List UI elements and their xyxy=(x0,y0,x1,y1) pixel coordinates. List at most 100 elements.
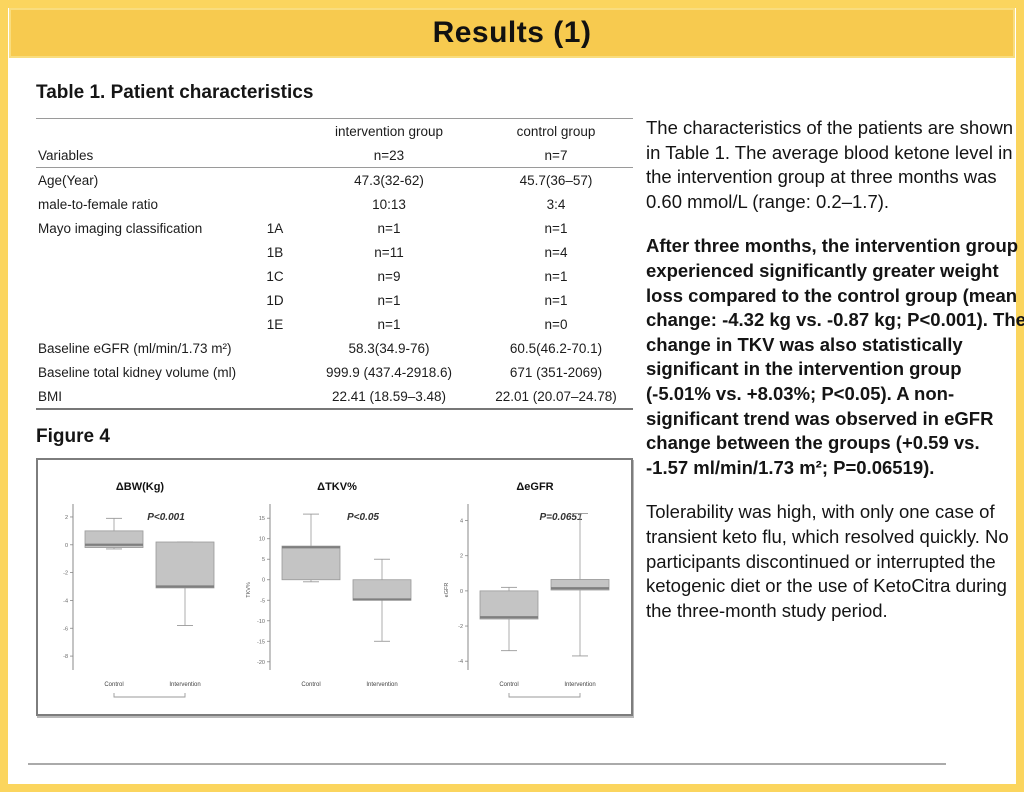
row-label xyxy=(36,240,251,264)
svg-text:-10: -10 xyxy=(258,619,266,625)
cell-value: n=9 xyxy=(377,268,401,284)
cell-sub: 1E xyxy=(266,316,284,332)
svg-text:Intervention: Intervention xyxy=(169,682,200,688)
svg-text:10: 10 xyxy=(259,537,265,543)
svg-text:Control: Control xyxy=(104,682,123,688)
svg-text:P=0.0651: P=0.0651 xyxy=(540,512,584,523)
cell-sub: 1C xyxy=(266,268,284,284)
results-paragraph-characteristics: The characteristics of the patients are … xyxy=(646,117,1014,212)
figure-caption: Figure 4 xyxy=(36,426,110,447)
svg-text:ΔTKV%: ΔTKV% xyxy=(318,481,358,493)
results-paragraph-outcomes: After three months, the intervention gro… xyxy=(646,235,1024,478)
svg-text:0: 0 xyxy=(460,589,463,595)
page-title: Results (1) xyxy=(432,16,592,49)
table-row: 1B n=11 n=4 xyxy=(36,240,633,264)
cell-value: n=4 xyxy=(544,244,568,260)
cell-empty xyxy=(251,118,299,143)
boxplot-3: ΔeGFR P=0.0651 4 2 0 -2 -4 eGFR Control Intervent… xyxy=(444,481,610,698)
results-text-column: The characteristics of the patients are … xyxy=(646,116,1024,643)
svg-text:-15: -15 xyxy=(258,639,266,645)
cell-value: 10:13 xyxy=(372,196,406,212)
table-row: intervention group control group xyxy=(36,118,633,143)
cell-value: 60.5(46.2-70.1) xyxy=(509,340,603,356)
svg-text:Control: Control xyxy=(302,682,321,688)
svg-text:0: 0 xyxy=(262,578,265,584)
row-label: BMI xyxy=(36,384,251,410)
svg-text:TKV%: TKV% xyxy=(246,582,252,598)
cell-value: n=11 xyxy=(374,244,404,260)
cell-value: 671 (351-2069) xyxy=(509,364,603,380)
row-label: Age(Year) xyxy=(38,172,99,188)
svg-text:P<0.05: P<0.05 xyxy=(347,512,379,523)
svg-text:-2: -2 xyxy=(458,624,463,630)
table-row: Variables n=23 n=7 xyxy=(36,143,633,168)
cell-sub xyxy=(251,192,299,216)
cell-value: 45.7(36–57) xyxy=(519,172,593,188)
cell-sub: 1B xyxy=(266,244,284,260)
svg-text:-4: -4 xyxy=(458,659,463,665)
cell-value: 58.3(34.9-76) xyxy=(348,340,430,356)
table-row: male-to-female ratio 10:13 3:4 xyxy=(36,192,633,216)
cell-sub xyxy=(251,143,299,168)
row-label: Variables xyxy=(36,143,251,168)
cell-value: n=1 xyxy=(377,316,401,332)
table-row: Mayo imaging classification 1A n=1 n=1 xyxy=(36,216,633,240)
svg-text:-6: -6 xyxy=(63,626,68,632)
table-row: 1C n=9 n=1 xyxy=(36,264,633,288)
cell-sub xyxy=(251,384,299,410)
row-label: Baseline total kidney volume (ml) xyxy=(38,364,237,380)
cell-sub: 1D xyxy=(266,292,284,308)
svg-text:2: 2 xyxy=(65,515,68,521)
cell-value: 22.01 (20.07–24.78) xyxy=(479,384,633,410)
table-row: Baseline eGFR (ml/min/1.73 m²) 58.3(34.9-… xyxy=(36,336,633,360)
slide-content: Table 1. Patient characteristics interve… xyxy=(26,70,1024,776)
cell-sub xyxy=(251,168,299,193)
cell-sub xyxy=(251,336,299,360)
table-row: 1E n=1 n=0 xyxy=(36,312,633,336)
cell-value: n=1 xyxy=(544,268,568,284)
table-row: Age(Year) 47.3(32-62) 45.7(36–57) xyxy=(36,168,633,193)
cell-value: n=1 xyxy=(544,292,568,308)
svg-text:4: 4 xyxy=(460,519,463,525)
svg-text:ΔBW(Kg): ΔBW(Kg) xyxy=(116,481,165,493)
svg-text:Intervention: Intervention xyxy=(367,682,398,688)
svg-text:0: 0 xyxy=(65,543,68,549)
boxplot-2: ΔTKV% P<0.05 15 10 5 0 -5 -10 -15 -20 TKV% Control I… xyxy=(246,481,412,688)
row-label: Mayo imaging classification xyxy=(38,220,203,236)
cell-value: 22.41 (18.59–3.48) xyxy=(299,384,479,410)
col-header-control: control group xyxy=(479,118,633,143)
cell-value: n=1 xyxy=(544,220,568,236)
boxplot-1: ΔBW(Kg) P<0.001 2 0 -2 -4 -6 -8 Control Intervent… xyxy=(63,481,215,698)
patient-characteristics-table: intervention group control group Variables… xyxy=(36,118,633,410)
panel-bottom-rule xyxy=(28,763,946,765)
cell-value: n=1 xyxy=(377,292,401,308)
svg-text:-5: -5 xyxy=(261,598,266,604)
left-column: Table 1. Patient characteristics interve… xyxy=(36,82,636,716)
cell-empty xyxy=(36,118,251,143)
cell-value: n=23 xyxy=(299,143,479,168)
svg-text:15: 15 xyxy=(259,516,265,522)
svg-text:2: 2 xyxy=(460,554,463,560)
svg-text:-8: -8 xyxy=(63,654,68,660)
row-label xyxy=(36,264,251,288)
table-row: BMI 22.41 (18.59–3.48) 22.01 (20.07–24.78) xyxy=(36,384,633,410)
cell-value: n=7 xyxy=(479,143,633,168)
row-label: male-to-female ratio xyxy=(38,196,159,212)
table-row: 1D n=1 n=1 xyxy=(36,288,633,312)
table-caption: Table 1. Patient characteristics xyxy=(36,82,314,103)
cell-sub: 1A xyxy=(266,220,284,236)
cell-value: 3:4 xyxy=(546,196,566,212)
results-paragraph-tolerability: Tolerability was high, with only one cas… xyxy=(646,501,1009,621)
svg-text:ΔeGFR: ΔeGFR xyxy=(517,481,554,493)
svg-text:-20: -20 xyxy=(258,660,266,666)
cell-sub xyxy=(251,360,299,384)
svg-text:Intervention: Intervention xyxy=(564,682,595,688)
svg-text:-4: -4 xyxy=(63,598,68,604)
svg-text:-2: -2 xyxy=(63,571,68,577)
svg-text:5: 5 xyxy=(262,557,265,563)
col-header-intervention: intervention group xyxy=(299,118,479,143)
cell-value: 999.9 (437.4-2918.6) xyxy=(325,364,453,380)
cell-value: n=0 xyxy=(544,316,568,332)
svg-text:P<0.001: P<0.001 xyxy=(147,512,185,523)
